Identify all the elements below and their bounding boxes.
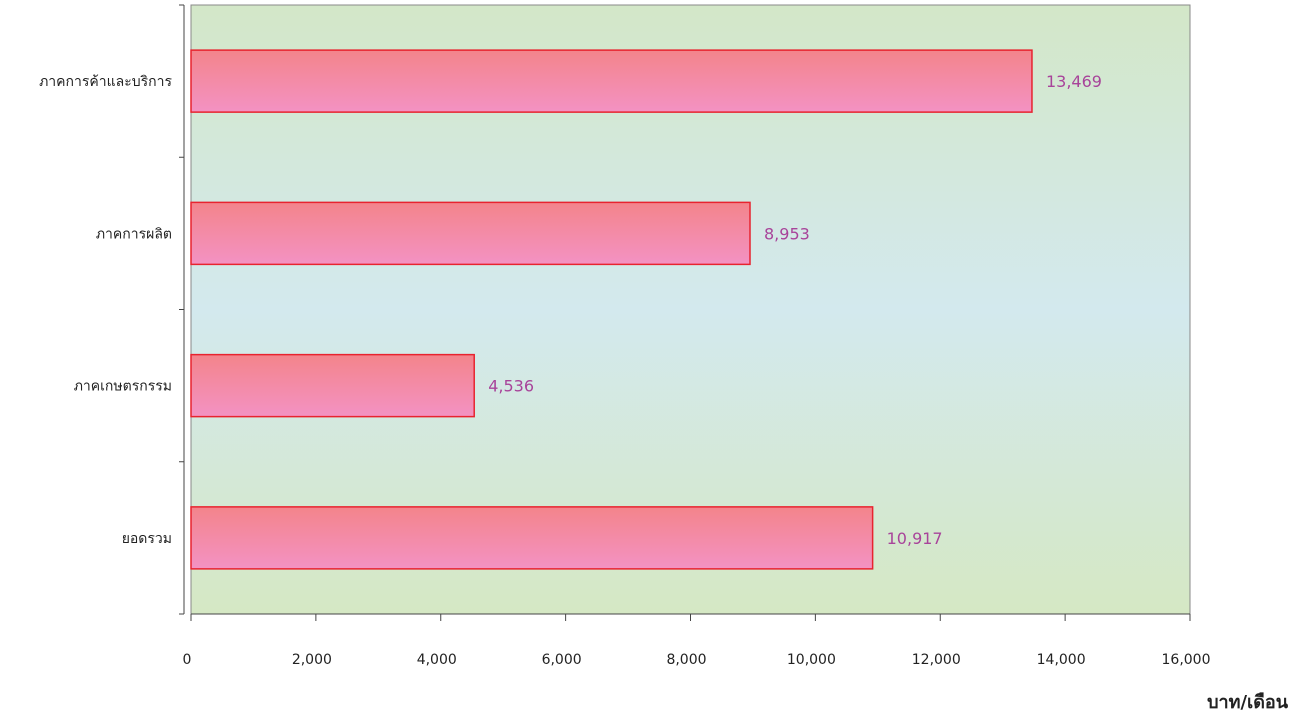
x-tick-label: 0 <box>183 652 192 668</box>
bar <box>190 353 475 418</box>
x-axis-title: บาท/เดือน <box>1207 692 1289 713</box>
data-label: 13,469 <box>1046 72 1102 91</box>
x-tick-label: 12,000 <box>912 652 961 668</box>
category-label: ภาคการผลิต <box>96 226 172 242</box>
bar <box>190 49 1033 113</box>
x-tick-label: 2,000 <box>292 652 332 668</box>
category-label: ภาคเกษตรกรรม <box>74 379 172 395</box>
bars-layer: 13,469 8,953 4,536 10,917 <box>190 49 1102 570</box>
category-label: ภาคการค้าและบริการ <box>39 74 172 90</box>
data-label: 10,917 <box>887 529 943 548</box>
x-tick-label: 8,000 <box>666 652 706 668</box>
x-tick-label: 6,000 <box>542 652 582 668</box>
x-tick-label: 16,000 <box>1162 652 1211 668</box>
x-tick-label: 14,000 <box>1037 652 1086 668</box>
data-label: 8,953 <box>764 224 810 243</box>
x-tick-label: 10,000 <box>787 652 836 668</box>
bar <box>190 506 874 570</box>
bar <box>190 201 751 266</box>
axes-layer: ภาคการค้าและบริการภาคการผลิตภาคเกษตรกรรม… <box>39 4 1211 668</box>
category-label: ยอดรวม <box>122 531 172 547</box>
x-tick-label: 4,000 <box>417 652 457 668</box>
data-label: 4,536 <box>488 377 534 396</box>
